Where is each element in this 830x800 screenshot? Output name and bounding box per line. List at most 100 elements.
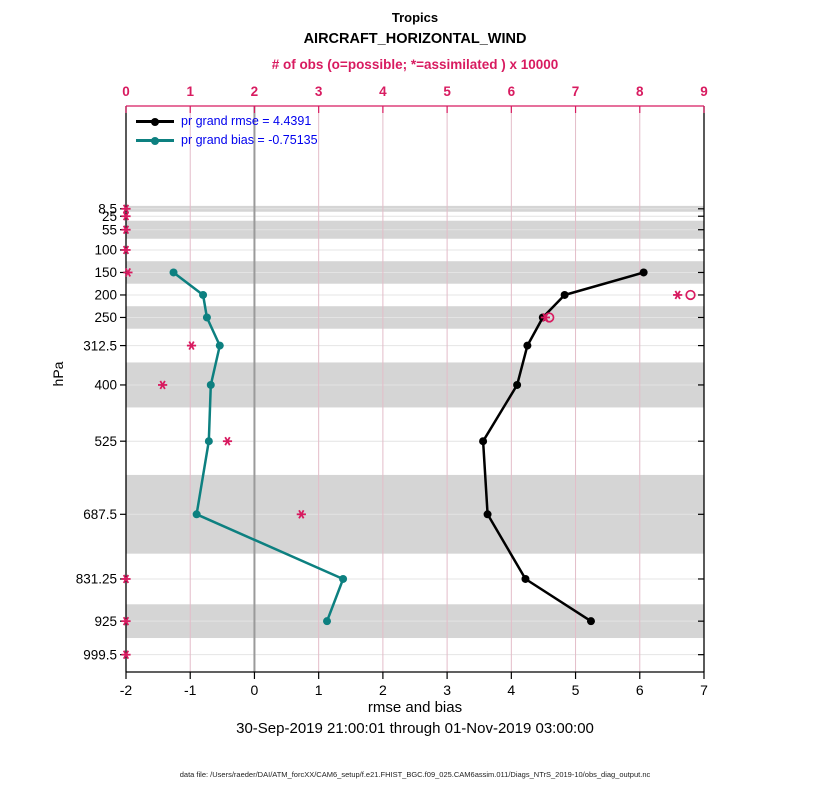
assimilated-asterisk: [121, 204, 131, 214]
possible-circle: [544, 312, 555, 323]
assimilated-asterisk: [121, 211, 131, 221]
bottom-tick-label: 0: [251, 682, 259, 698]
bias-point: [204, 437, 213, 446]
axes-spines: [125, 105, 705, 673]
bias-point: [199, 290, 208, 299]
bottom-tick-label: 1: [315, 682, 323, 698]
left-tick-label: 250: [94, 310, 117, 325]
rmse-point: [479, 437, 488, 446]
bottom-tick-label: 6: [636, 682, 644, 698]
top-tick-label: 2: [251, 84, 259, 99]
left-tick-label: 687.5: [83, 507, 117, 522]
legend-row-rmse: pr grand rmse = 4.4391: [136, 114, 318, 128]
bias-point: [215, 341, 224, 350]
bias-point: [206, 380, 215, 389]
left-tick-label: 200: [94, 288, 117, 303]
legend-label-rmse: pr grand rmse = 4.4391: [181, 114, 312, 128]
assimilated-asterisk: [121, 245, 131, 255]
asterisk-center: [124, 248, 128, 252]
assimilated-asterisk: [296, 509, 306, 519]
top-tick-label: 7: [572, 84, 580, 99]
pressure-bin-bands: [126, 205, 704, 639]
rmse-point: [639, 268, 648, 277]
left-tick-label: 999.5: [83, 647, 117, 662]
bias-point: [169, 268, 178, 277]
bias-point: [202, 313, 211, 322]
obs-count-symbols: [121, 204, 696, 660]
possible-circle: [685, 289, 696, 301]
bias-series: [169, 268, 348, 626]
bottom-tick-label: -1: [184, 682, 197, 698]
asterisk-center: [161, 383, 165, 387]
legend: pr grand rmse = 4.4391 pr grand bias = -…: [136, 114, 318, 147]
assimilated-asterisk: [673, 290, 683, 300]
legend-sample-bias: [136, 133, 174, 147]
top-tick-label: 1: [186, 84, 194, 99]
bottom-tick-label: -2: [120, 682, 133, 698]
x-axis-label: rmse and bias: [367, 699, 463, 716]
asterisk-center: [676, 293, 680, 297]
bias-point: [339, 574, 348, 583]
asterisk-center: [299, 512, 303, 516]
rmse-point: [521, 574, 530, 583]
time-span-label: 30-Sep-2019 21:00:01 through 01-Nov-2019…: [236, 720, 594, 737]
left-tick-label: 925: [94, 614, 117, 629]
left-tick-label: 831.25: [76, 572, 117, 587]
assimilated-asterisk: [121, 616, 131, 626]
top-tick-label: 9: [700, 84, 708, 99]
bias-point: [192, 510, 201, 519]
top-tick-label: 3: [315, 84, 323, 99]
top-axis-label: # of obs (o=possible; *=assimilated ) x …: [271, 57, 559, 72]
assimilated-asterisk: [123, 268, 133, 277]
rmse-point: [513, 380, 522, 389]
assimilated-asterisk: [186, 341, 197, 351]
left-tick-label: 312.5: [83, 338, 117, 353]
rmse-point: [586, 617, 595, 626]
assimilated-asterisk: [158, 380, 168, 390]
bottom-tick-label: 2: [379, 682, 387, 698]
chart-region-title: Tropics: [391, 10, 439, 25]
assimilated-asterisk: [121, 650, 131, 660]
axis-ticks: [120, 106, 705, 679]
asterisk-center: [124, 228, 128, 232]
left-tick-label: 100: [94, 243, 117, 258]
top-tick-label: 5: [443, 84, 451, 99]
left-tick-label: 150: [94, 265, 117, 280]
bottom-tick-label: 5: [572, 682, 580, 698]
horizontal-gridlines: [126, 208, 704, 656]
asterisk-center: [126, 271, 130, 274]
asterisk-center: [124, 577, 128, 581]
assimilated-asterisk: [121, 225, 131, 235]
legend-sample-rmse: [136, 114, 174, 128]
asterisk-center: [124, 619, 128, 623]
data-file-footer: data file: /Users/raeder/DAI/ATM_forcXX/…: [179, 770, 651, 779]
left-tick-label: 8.5: [98, 202, 117, 217]
asterisk-center: [124, 653, 128, 657]
left-tick-label: 55: [102, 222, 117, 237]
y-axis-label: hPa: [50, 361, 66, 387]
left-tick-label: 400: [94, 378, 117, 393]
bottom-tick-label: 7: [700, 682, 708, 698]
top-tick-label: 6: [508, 84, 516, 99]
top-tick-label: 4: [379, 84, 387, 99]
top-tick-label: 0: [122, 84, 130, 99]
left-tick-label: 525: [94, 434, 117, 449]
asterisk-center: [226, 439, 229, 443]
bottom-tick-label: 3: [443, 682, 451, 698]
bottom-tick-label: 4: [507, 682, 515, 698]
legend-label-bias: pr grand bias = -0.75135: [181, 133, 318, 147]
rmse-point: [483, 510, 492, 519]
top-tick-label: 8: [636, 84, 644, 99]
bias-point: [323, 617, 332, 626]
rmse-point: [523, 341, 532, 350]
vertical-gridlines: [189, 106, 641, 672]
left-tick-label: 25: [102, 209, 117, 224]
asterisk-center: [124, 207, 128, 211]
assimilated-asterisk: [222, 436, 233, 446]
chart-obs-type-title: AIRCRAFT_HORIZONTAL_WIND: [303, 31, 527, 47]
asterisk-center: [190, 344, 193, 347]
legend-row-bias: pr grand bias = -0.75135: [136, 133, 318, 147]
